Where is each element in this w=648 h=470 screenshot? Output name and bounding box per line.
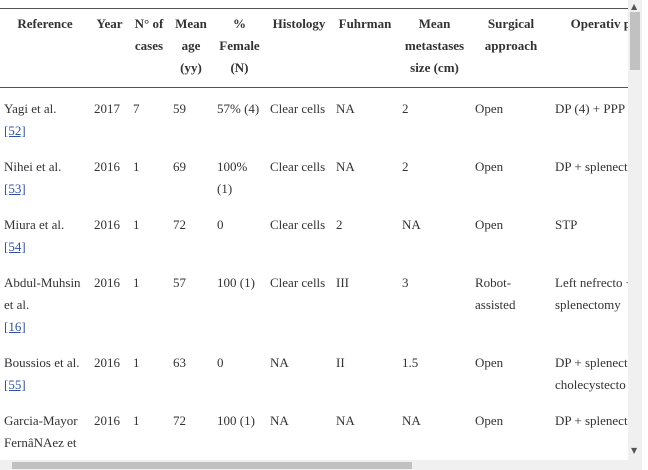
citation-link[interactable]: [53] (4, 181, 26, 196)
table-row: Nihei et al. [53] 2016 1 69 100% (1) Clear cel… (0, 146, 628, 204)
table-cell: 2016 (94, 217, 120, 232)
table-cell: 1 (133, 413, 140, 428)
reference-cell: Nihei et al. [53] (0, 146, 90, 204)
reference-cell: Garcia-Mayor FernâNAez et (0, 400, 90, 458)
table-cell: NA (270, 413, 289, 428)
table-cell: DP + splenectomy cholecystecto (1) (555, 355, 628, 392)
column-header: Surgical approach (471, 8, 551, 88)
scroll-up[interactable]: ▲ (631, 2, 638, 11)
table-cell: 63 (173, 355, 186, 370)
citation-link[interactable]: [52] (4, 123, 26, 138)
column-header: Mean metastases size (cm) (398, 8, 471, 88)
table-cell: Clear cells (270, 217, 326, 232)
reference-cell: Yagi et al. [52] (0, 88, 90, 147)
column-header: Mean age (yy) (169, 8, 213, 88)
header-row: Reference Year N° of cases Mean age (yy)% F… (0, 8, 628, 88)
column-header: Reference (0, 8, 90, 88)
table-cell: 2 (402, 101, 409, 116)
table-cell: NA (402, 217, 421, 232)
scroll-down[interactable]: ▼ (631, 446, 638, 455)
table-cell: NA (336, 413, 355, 428)
column-header: N° of cases (129, 8, 169, 88)
table-body: Yagi et al. [52] 2017 7 59 57% (4) Clear cells… (0, 88, 628, 459)
table-cell: 1 (133, 217, 140, 232)
table-cell: 1.5 (402, 355, 419, 370)
table-cell: 1 (133, 355, 140, 370)
table-viewport: Reference Year N° of cases Mean age (yy)% F… (0, 8, 628, 458)
table-cell: 2017 (94, 101, 120, 116)
reference: Garcia-Mayor FernâNAez et (4, 413, 78, 450)
table-cell: Open (475, 355, 504, 370)
table-cell: II (336, 355, 345, 370)
table-cell: 72 (173, 217, 186, 232)
table-cell: DP (4) + PPP (2) + TP (1) (555, 101, 628, 116)
reference: Miura et al. (4, 217, 65, 232)
citation-link[interactable]: [54] (4, 239, 26, 254)
table-cell: 57% (4) (217, 101, 260, 116)
table-cell: Left nefrecto + DP + splenectomy (555, 275, 628, 312)
column-header: Fuhrman (332, 8, 398, 88)
column-header: Operativ procedure (551, 8, 628, 88)
table-row: Boussios et al. [55] 2016 1 63 0 NA II 1.5 Open DP… (0, 342, 628, 400)
table-cell: 2 (402, 159, 409, 174)
table-cell: Clear cells (270, 101, 326, 116)
reference-cell: Boussios et al. [55] (0, 342, 90, 400)
table-cell: Robot-assisted (475, 275, 516, 312)
table-cell: 72 (173, 413, 186, 428)
reference-cell: Miura et al. [54] (0, 204, 90, 262)
table-cell: NA (336, 159, 355, 174)
scroll-thumb[interactable] (12, 462, 412, 469)
table-cell: Open (475, 413, 504, 428)
table-cell: DP + splenectomy (555, 413, 628, 428)
scroll-thumb[interactable] (630, 12, 640, 70)
table-row: Miura et al. [54] 2016 1 72 0 Clear cells 2 NA Op… (0, 204, 628, 262)
table-cell: Clear cells (270, 275, 326, 290)
table-cell: Open (475, 217, 504, 232)
table-cell: DP + splenectomy (555, 159, 628, 174)
table-cell: Open (475, 159, 504, 174)
table-cell: 3 (402, 275, 409, 290)
table-cell: 2016 (94, 355, 120, 370)
table-cell: NA (402, 413, 421, 428)
table-cell: 100 (1) (217, 413, 255, 428)
table-cell: III (336, 275, 349, 290)
table-cell: 2016 (94, 159, 120, 174)
table-cell: 2016 (94, 413, 120, 428)
table-cell: NA (336, 101, 355, 116)
table-cell: 2 (336, 217, 343, 232)
citation-link[interactable]: [16] (4, 319, 26, 334)
table-row: Garcia-Mayor FernâNAez et 2016 1 72 100 (1) N… (0, 400, 628, 458)
reference: Yagi et al. (4, 101, 57, 116)
table-cell: NA (270, 355, 289, 370)
table-cell: 57 (173, 275, 186, 290)
column-header: % Female (N) (213, 8, 266, 88)
vertical-scrollbar[interactable] (628, 0, 642, 460)
table-cell: 100 (1) (217, 275, 255, 290)
table-cell: 69 (173, 159, 186, 174)
reference: Boussios et al. (4, 355, 80, 370)
table-cell: STP (555, 217, 578, 232)
table-row: Abdul-Muhsin et al. [16] 2016 1 57 100 (1) Cle… (0, 262, 628, 342)
column-header: Histology (266, 8, 332, 88)
table-cell: Open (475, 101, 504, 116)
data-table: Reference Year N° of cases Mean age (yy)% F… (0, 8, 628, 458)
reference: Abdul-Muhsin et al. (4, 275, 81, 312)
citation-link[interactable]: [55] (4, 377, 26, 392)
table-cell: Clear cells (270, 159, 326, 174)
table-row: Yagi et al. [52] 2017 7 59 57% (4) Clear cells… (0, 88, 628, 147)
reference: Nihei et al. (4, 159, 62, 174)
column-header: Year (90, 8, 129, 88)
reference-cell: Abdul-Muhsin et al. [16] (0, 262, 90, 342)
table-cell: 100% (1) (217, 159, 248, 196)
table-cell: 1 (133, 275, 140, 290)
table-cell: 0 (217, 217, 224, 232)
table-cell: 7 (133, 101, 140, 116)
table-cell: 1 (133, 159, 140, 174)
table-cell: 59 (173, 101, 186, 116)
table-cell: 0 (217, 355, 224, 370)
table-cell: 2016 (94, 275, 120, 290)
